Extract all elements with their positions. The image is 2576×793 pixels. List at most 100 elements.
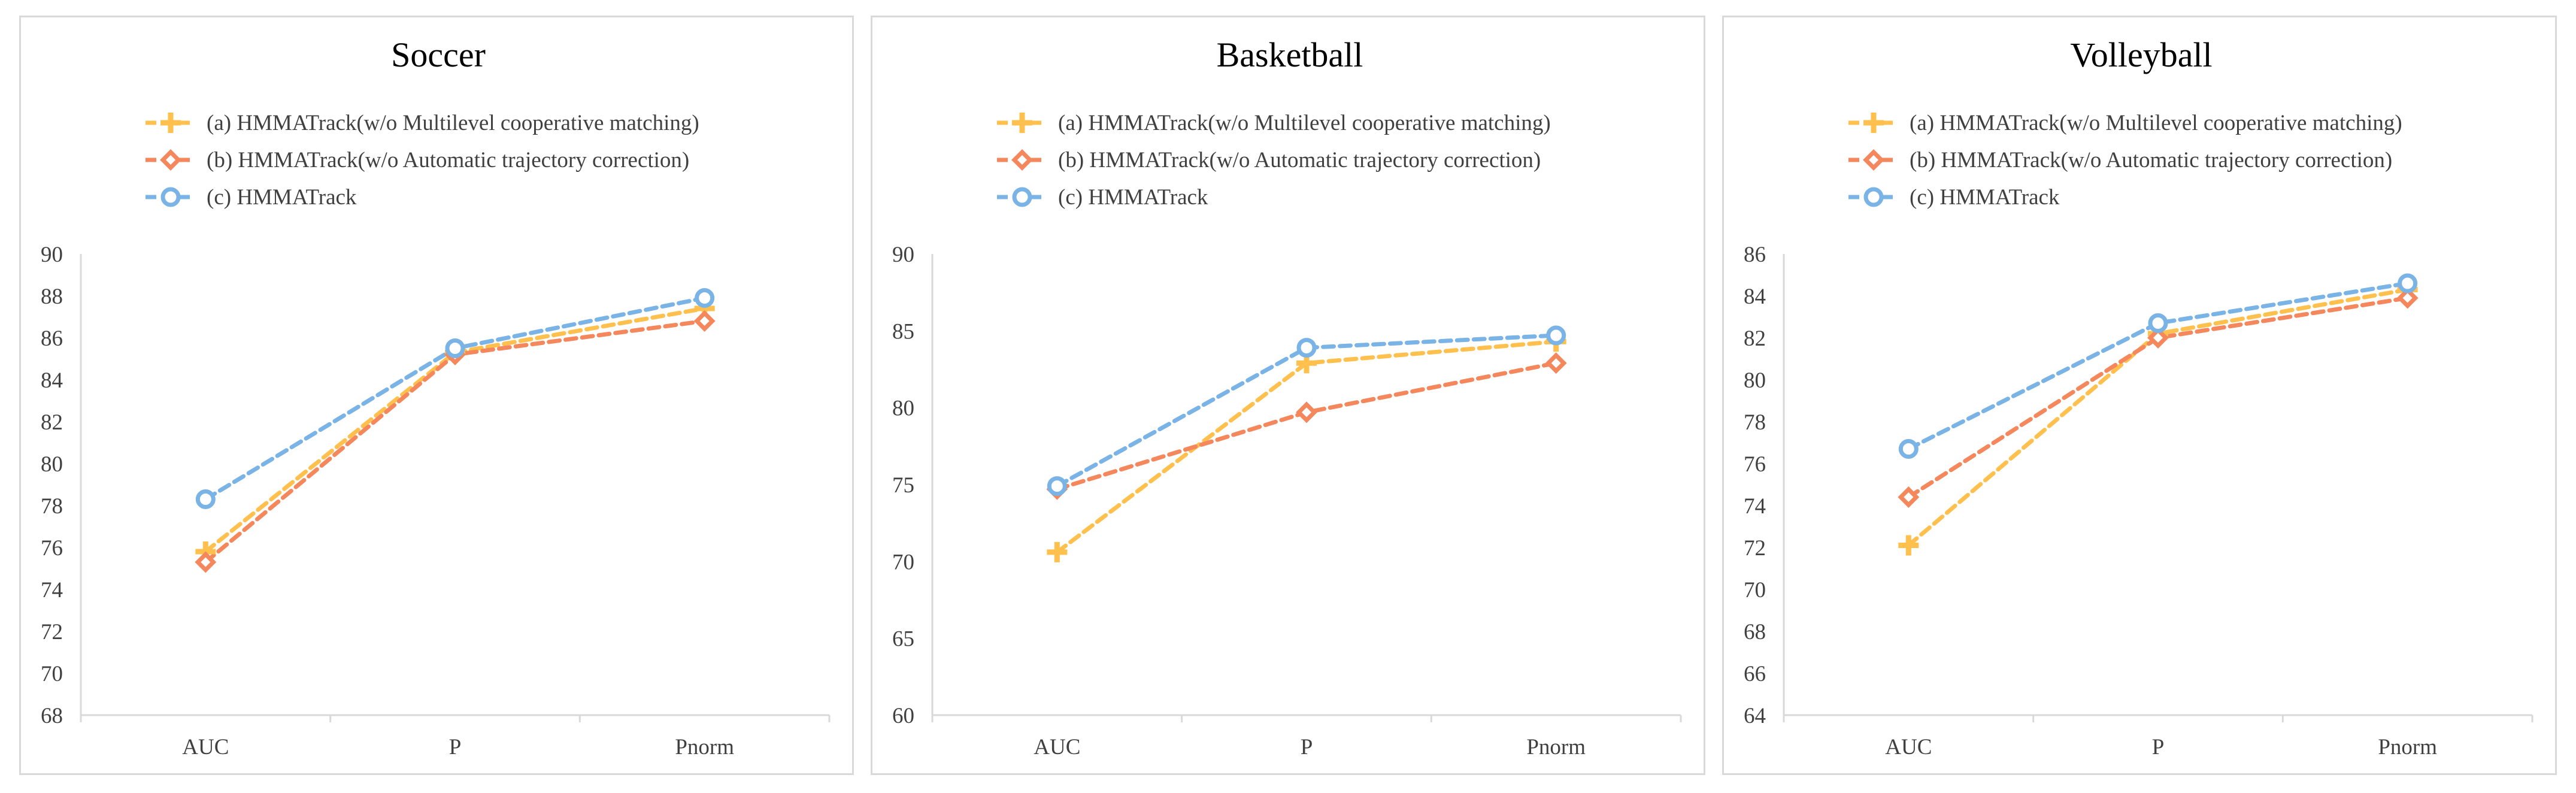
legend-marker-plus xyxy=(1012,113,1032,133)
legend-label: (c) HMMATrack xyxy=(207,185,357,210)
y-tick-label: 78 xyxy=(41,494,63,519)
data-point-diamond-auc xyxy=(195,551,217,573)
y-tick-label: 76 xyxy=(41,536,63,561)
legend-label: (a) HMMATrack(w/o Multilevel cooperative… xyxy=(207,111,699,135)
legend-item-b: (b) HMMATrack(w/o Automatic trajectory c… xyxy=(1848,148,2392,172)
y-tick-label: 70 xyxy=(1744,578,1766,603)
y-tick-label: 84 xyxy=(1744,284,1766,309)
x-tick-label-auc: AUC xyxy=(1034,735,1080,759)
x-tick-label-p: P xyxy=(2152,735,2165,759)
legend-label: (c) HMMATrack xyxy=(1058,185,1208,210)
axes: 86 84 82 80 78 76 74 72 70 68 66 64 AUC P Pnorm xyxy=(1744,243,2533,759)
y-tick-label: 82 xyxy=(1744,326,1766,351)
data-point-circle-pnorm xyxy=(695,288,715,308)
legend-item-c: (c) HMMATrack xyxy=(997,185,1208,210)
legend-marker-plus xyxy=(1863,113,1884,133)
data-point-diamond-pnorm xyxy=(693,310,716,332)
y-tick-label: 68 xyxy=(41,704,63,728)
data-point-circle-pnorm xyxy=(1546,325,1566,346)
x-tick-label-pnorm: Pnorm xyxy=(675,735,734,759)
legend-item-c: (c) HMMATrack xyxy=(146,185,357,210)
legend-marker-diamond xyxy=(1011,149,1033,171)
data-point-diamond-pnorm xyxy=(2396,287,2419,309)
data-point-circle-p xyxy=(1296,338,1317,358)
x-tick-label-auc: AUC xyxy=(1885,735,1932,759)
x-tick-label-p: P xyxy=(449,735,462,759)
axes: 90 88 86 84 82 80 78 76 74 72 70 68 AUC P Pnorm xyxy=(41,243,831,759)
y-tick-label: 88 xyxy=(41,284,63,309)
legend-item-a: (a) HMMATrack(w/o Multilevel cooperative… xyxy=(997,111,1551,135)
data-point-plus-auc xyxy=(1047,541,1068,562)
legend-label: (b) HMMATrack(w/o Automatic trajectory c… xyxy=(1910,148,2392,172)
data-point-diamond-auc xyxy=(1898,486,1920,508)
y-tick-label: 86 xyxy=(1744,243,1766,267)
legend-item-c: (c) HMMATrack xyxy=(1848,185,2060,210)
y-tick-label: 90 xyxy=(892,243,914,267)
chart-panel-basketball: Basketball (a) HMMATrack(w/o Multilevel … xyxy=(871,16,1705,775)
legend-item-b: (b) HMMATrack(w/o Automatic trajectory c… xyxy=(997,148,1541,172)
y-tick-label: 78 xyxy=(1744,410,1766,435)
chart-svg-volleyball: Volleyball (a) HMMATrack(w/o Multilevel … xyxy=(1744,35,2533,759)
chart-panel-volleyball: Volleyball (a) HMMATrack(w/o Multilevel … xyxy=(1722,16,2557,775)
x-tick-label-pnorm: Pnorm xyxy=(2378,735,2437,759)
legend-item-a: (a) HMMATrack(w/o Multilevel cooperative… xyxy=(1848,111,2402,135)
y-tick-label: 80 xyxy=(892,396,914,421)
legend-label: (a) HMMATrack(w/o Multilevel cooperative… xyxy=(1910,111,2402,135)
legend-item-b: (b) HMMATrack(w/o Automatic trajectory c… xyxy=(146,148,689,172)
legend-marker-diamond xyxy=(1863,149,1884,171)
chart-svg-soccer: Soccer (a) HMMATrack(w/o Multilevel coop… xyxy=(41,35,831,759)
chart-title: Volleyball xyxy=(2070,35,2212,74)
y-tick-label: 74 xyxy=(1744,494,1766,519)
y-tick-label: 75 xyxy=(892,473,914,498)
legend-marker-circle xyxy=(1012,187,1032,207)
legend-marker-plus xyxy=(160,113,181,133)
plot-area xyxy=(1046,325,1567,562)
legend-label: (a) HMMATrack(w/o Multilevel cooperative… xyxy=(1058,111,1551,135)
y-tick-label: 74 xyxy=(41,578,63,603)
x-tick-label-pnorm: Pnorm xyxy=(1526,735,1586,759)
series-line-diamond xyxy=(1054,361,1559,492)
legend-marker-circle xyxy=(160,187,181,207)
data-point-plus-auc xyxy=(1898,535,1919,556)
data-point-circle-p xyxy=(445,338,465,358)
plot-area xyxy=(195,288,716,573)
y-tick-label: 68 xyxy=(1744,620,1766,644)
y-tick-label: 90 xyxy=(41,243,63,267)
y-tick-label: 70 xyxy=(892,550,914,574)
y-tick-label: 84 xyxy=(41,368,63,393)
y-tick-label: 80 xyxy=(41,452,63,477)
data-point-circle-auc xyxy=(1898,439,1919,459)
y-tick-label: 65 xyxy=(892,627,914,652)
chart-title: Basketball xyxy=(1217,35,1363,74)
axes: 90 85 80 75 70 65 60 AUC P Pnorm xyxy=(892,243,1682,759)
data-point-circle-pnorm xyxy=(2398,273,2418,293)
data-point-diamond-pnorm xyxy=(1545,352,1567,374)
y-tick-label: 80 xyxy=(1744,368,1766,393)
y-tick-label: 72 xyxy=(1744,536,1766,561)
legend: (a) HMMATrack(w/o Multilevel cooperative… xyxy=(1848,111,2402,210)
plot-area xyxy=(1898,273,2419,556)
legend: (a) HMMATrack(w/o Multilevel cooperative… xyxy=(146,111,699,210)
x-tick-label-auc: AUC xyxy=(182,735,229,759)
y-tick-label: 70 xyxy=(41,662,63,686)
y-tick-label: 86 xyxy=(41,326,63,351)
legend-item-a: (a) HMMATrack(w/o Multilevel cooperative… xyxy=(146,111,699,135)
legend-label: (b) HMMATrack(w/o Automatic trajectory c… xyxy=(207,148,689,172)
y-tick-label: 60 xyxy=(892,704,914,728)
legend-marker-circle xyxy=(1863,187,1884,207)
y-tick-label: 76 xyxy=(1744,452,1766,477)
legend-label: (b) HMMATrack(w/o Automatic trajectory c… xyxy=(1058,148,1541,172)
y-tick-label: 64 xyxy=(1744,704,1766,728)
y-tick-label: 82 xyxy=(41,410,63,435)
data-point-circle-p xyxy=(2148,313,2168,333)
y-tick-label: 85 xyxy=(892,319,914,344)
data-point-diamond-p xyxy=(2147,327,2169,349)
legend: (a) HMMATrack(w/o Multilevel cooperative… xyxy=(997,111,1551,210)
chart-svg-basketball: Basketball (a) HMMATrack(w/o Multilevel … xyxy=(892,35,1682,759)
legend-label: (c) HMMATrack xyxy=(1910,185,2060,210)
data-point-circle-auc xyxy=(1047,476,1067,497)
chart-panel-soccer: Soccer (a) HMMATrack(w/o Multilevel coop… xyxy=(19,16,854,775)
data-point-diamond-p xyxy=(1296,401,1317,423)
y-tick-label: 72 xyxy=(41,620,63,644)
chart-title: Soccer xyxy=(391,35,486,74)
